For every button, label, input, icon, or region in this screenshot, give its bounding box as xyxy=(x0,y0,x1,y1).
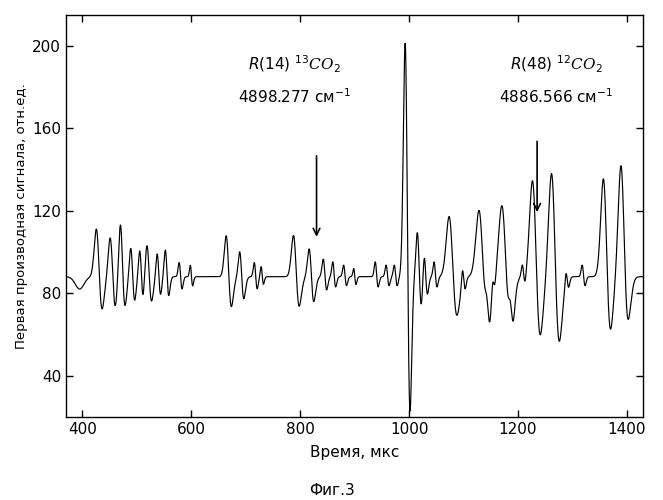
X-axis label: Время, мкс: Время, мкс xyxy=(310,445,399,460)
Text: $R(48)$ $^{12}$CO$_2$: $R(48)$ $^{12}$CO$_2$ xyxy=(510,54,603,76)
Text: 4886.566 см$^{-1}$: 4886.566 см$^{-1}$ xyxy=(499,87,613,106)
Y-axis label: Первая производная сигнала, отн.ед.: Первая производная сигнала, отн.ед. xyxy=(15,83,28,349)
Text: Фиг.3: Фиг.3 xyxy=(308,483,355,498)
Text: $R(14)$ $^{13}$CO$_2$: $R(14)$ $^{13}$CO$_2$ xyxy=(248,54,341,76)
Text: 4898.277 см$^{-1}$: 4898.277 см$^{-1}$ xyxy=(238,87,351,106)
